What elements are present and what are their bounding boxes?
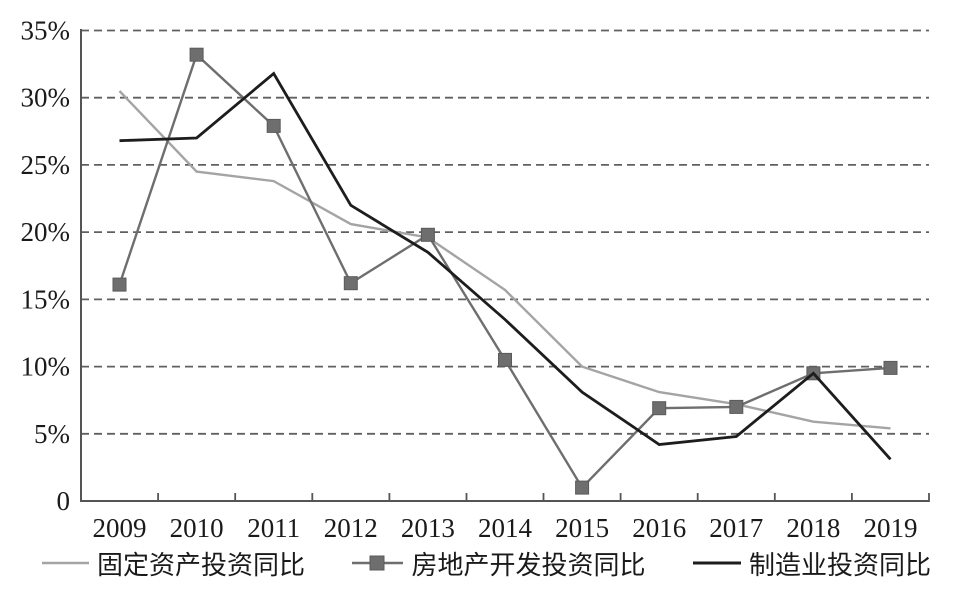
marker-real-estate-development-investment-yoy-2019 bbox=[883, 360, 898, 375]
marker-real-estate-development-investment-yoy-2010 bbox=[189, 47, 204, 62]
line-chart-plot: 0 5% 10% 15% 20% 25% 30% 35% 2009 2010 2011 2012 201… bbox=[21, 16, 930, 543]
y-axis-label-5pct: 5% bbox=[34, 419, 70, 449]
y-axis-label-35pct: 35% bbox=[21, 16, 71, 46]
y-axis-label-15pct: 15% bbox=[21, 284, 71, 314]
marker-real-estate-development-investment-yoy-2015 bbox=[575, 480, 590, 495]
marker-real-estate-development-investment-yoy-2016 bbox=[652, 401, 667, 416]
legend-line-sample-manufacturing bbox=[692, 561, 741, 565]
marker-real-estate-development-investment-yoy-2012 bbox=[343, 276, 358, 291]
legend-line-sample-real-estate bbox=[352, 555, 404, 571]
x-axis-label-2017: 2017 bbox=[709, 513, 763, 543]
x-axis-label-2011: 2011 bbox=[247, 513, 300, 543]
x-axis-label-2014: 2014 bbox=[478, 513, 533, 543]
legend-label-manufacturing: 制造业投资同比 bbox=[748, 550, 931, 580]
series-line-real-estate-development-investment-yoy bbox=[118, 52, 891, 490]
legend-item-real-estate: 房地产开发投资同比 bbox=[351, 545, 646, 582]
x-axis-label-2013: 2013 bbox=[401, 513, 455, 543]
y-axis-label-10pct: 10% bbox=[21, 352, 71, 382]
marker-real-estate-development-investment-yoy-2013 bbox=[420, 227, 435, 242]
y-axis-label-30pct: 30% bbox=[21, 83, 71, 113]
x-axis-label-2018: 2018 bbox=[786, 513, 840, 543]
marker-real-estate-development-investment-yoy-2011 bbox=[266, 118, 281, 133]
x-axis-label-2009: 2009 bbox=[93, 513, 147, 543]
marker-real-estate-development-investment-yoy-2009 bbox=[112, 277, 127, 292]
series-line-manufacturing-investment-yoy bbox=[119, 71, 892, 461]
legend-label-fixed-asset: 固定资产投资同比 bbox=[97, 550, 306, 580]
x-axis-label-2015: 2015 bbox=[555, 513, 609, 543]
x-axis-label-2010: 2010 bbox=[170, 513, 224, 543]
marker-real-estate-development-investment-yoy-2017 bbox=[729, 399, 744, 414]
legend-item-fixed-asset: 固定资产投资同比 bbox=[41, 545, 305, 582]
legend-label-real-estate: 房地产开发投资同比 bbox=[411, 550, 646, 580]
x-axis-label-2016: 2016 bbox=[632, 513, 686, 543]
series-line-fixed-asset-investment-yoy bbox=[118, 90, 891, 430]
x-axis-label-2012: 2012 bbox=[324, 513, 378, 543]
y-axis-label-25pct: 25% bbox=[21, 150, 71, 180]
y-axis-label-0: 0 bbox=[57, 486, 71, 516]
y-axis-label-20pct: 20% bbox=[21, 217, 71, 247]
legend-item-manufacturing: 制造业投资同比 bbox=[692, 545, 931, 582]
legend-line-sample-fixed-asset bbox=[42, 561, 89, 565]
marker-real-estate-development-investment-yoy-2014 bbox=[498, 352, 512, 367]
x-axis-label-2019: 2019 bbox=[864, 513, 918, 543]
chart-legend: 固定资产投资同比 房地产开发投资同比 制造业投资同比 bbox=[41, 545, 931, 581]
